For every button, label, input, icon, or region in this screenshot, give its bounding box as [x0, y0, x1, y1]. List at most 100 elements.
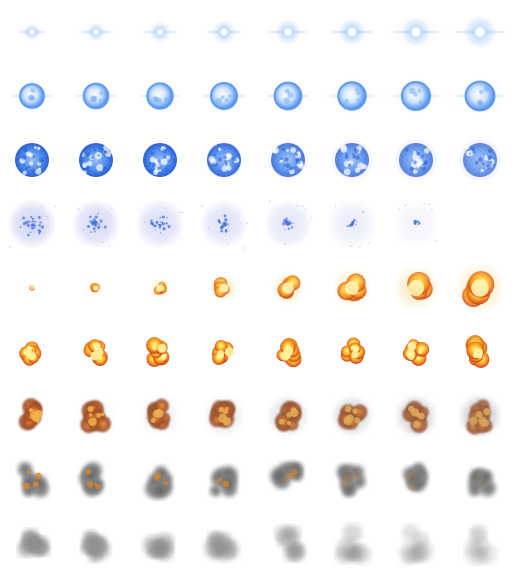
explosion-sprite-icon [19, 341, 42, 366]
explosion-sprite-icon [402, 461, 430, 493]
explosion-sprite-icon [340, 337, 366, 364]
energy-orb-frame [256, 64, 320, 128]
orb-sprite-icon [265, 79, 311, 113]
explosion-sprite-icon [149, 277, 171, 299]
orb-sprite-icon [79, 143, 113, 177]
explosion-sprite-icon [399, 524, 434, 565]
energy-orb-frame [256, 192, 320, 256]
explosion-sprite-icon [274, 525, 306, 562]
explosion-frame [384, 448, 448, 512]
explosion-frame [0, 448, 64, 512]
energy-orb-frame [0, 192, 64, 256]
explosion-sprite-icon [402, 339, 430, 366]
energy-orb-frame [384, 192, 448, 256]
explosion-frame [64, 512, 128, 576]
energy-orb-frame [0, 0, 64, 64]
energy-orb-frame [192, 128, 256, 192]
explosion-sprite-icon [18, 398, 43, 431]
orb-sprite-icon [392, 16, 440, 48]
orb-sprite-icon [15, 143, 49, 177]
energy-orb-frame [64, 192, 128, 256]
explosion-frame [448, 256, 512, 320]
explosion-sprite-icon [331, 267, 373, 309]
explosion-sprite-icon [16, 460, 50, 499]
orb-sprite-icon [328, 200, 376, 248]
orb-sprite-icon [143, 143, 177, 177]
explosion-sprite-icon [270, 398, 306, 434]
explosion-sprite-icon [78, 398, 114, 434]
orb-sprite-icon [11, 81, 53, 111]
explosion-frame [192, 256, 256, 320]
energy-orb-frame [64, 0, 128, 64]
explosion-frame [0, 320, 64, 384]
explosion-frame [256, 512, 320, 576]
orb-sprite-icon [80, 22, 112, 42]
energy-orb-frame [0, 128, 64, 192]
energy-orb-frame [128, 64, 192, 128]
orb-sprite-icon [138, 80, 182, 112]
explosion-frame [448, 320, 512, 384]
orb-sprite-icon [392, 200, 440, 248]
explosion-frame [128, 320, 192, 384]
explosion-sprite-icon [335, 523, 371, 564]
explosion-frame [384, 320, 448, 384]
orb-sprite-icon [200, 200, 249, 249]
explosion-frame [128, 384, 192, 448]
blank-sprite [448, 192, 512, 256]
energy-orb-frame [384, 64, 448, 128]
orb-sprite-icon [268, 19, 308, 45]
energy-orb-frame [192, 64, 256, 128]
energy-orb-frame [448, 64, 512, 128]
explosion-sprite-icon [78, 460, 105, 497]
orb-sprite-icon [264, 200, 313, 248]
explosion-sprite-icon [333, 397, 371, 435]
explosion-frame [128, 512, 192, 576]
explosion-frame [192, 512, 256, 576]
explosion-sprite-icon [203, 531, 240, 562]
explosion-frame [256, 256, 320, 320]
energy-orb-frame [64, 128, 128, 192]
explosion-sprite-icon [464, 524, 498, 565]
explosion-sprite-icon [211, 340, 235, 365]
energy-orb-frame [128, 192, 192, 256]
explosion-sprite-icon [397, 397, 435, 435]
energy-orb-frame [448, 128, 512, 192]
explosion-frame [0, 512, 64, 576]
orb-sprite-icon [330, 18, 374, 46]
explosion-frame [256, 448, 320, 512]
explosion-frame [128, 448, 192, 512]
explosion-frame [256, 384, 320, 448]
explosion-sprite-icon [454, 262, 506, 314]
orb-sprite-icon [455, 78, 505, 114]
orb-sprite-icon [136, 200, 184, 248]
explosion-sprite-icon [271, 271, 305, 305]
orb-sprite-icon [72, 200, 120, 248]
orb-sprite-icon [459, 139, 501, 181]
explosion-sprite-icon [143, 464, 174, 500]
explosion-sprite-icon [209, 464, 239, 498]
explosion-frame [64, 448, 128, 512]
orb-sprite-icon [8, 200, 56, 248]
orb-sprite-icon [391, 78, 441, 114]
explosion-frame [64, 384, 128, 448]
explosion-frame [320, 256, 384, 320]
orb-sprite-icon [206, 20, 242, 44]
explosion-frame [0, 384, 64, 448]
explosion-sprite-icon [392, 264, 440, 312]
explosion-frame [448, 512, 512, 576]
orb-sprite-icon [267, 139, 309, 181]
energy-orb-frame [192, 0, 256, 64]
explosion-frame [256, 320, 320, 384]
energy-orb-frame [384, 0, 448, 64]
explosion-frame [192, 384, 256, 448]
explosion-sprite-icon [142, 532, 174, 561]
orb-sprite-icon [204, 140, 244, 180]
orb-sprite-icon [454, 15, 506, 49]
energy-orb-frame [320, 0, 384, 64]
explosion-frame [320, 384, 384, 448]
explosion-frame [192, 320, 256, 384]
explosion-frame [384, 256, 448, 320]
energy-orb-frame [320, 128, 384, 192]
orb-sprite-icon [328, 79, 376, 113]
